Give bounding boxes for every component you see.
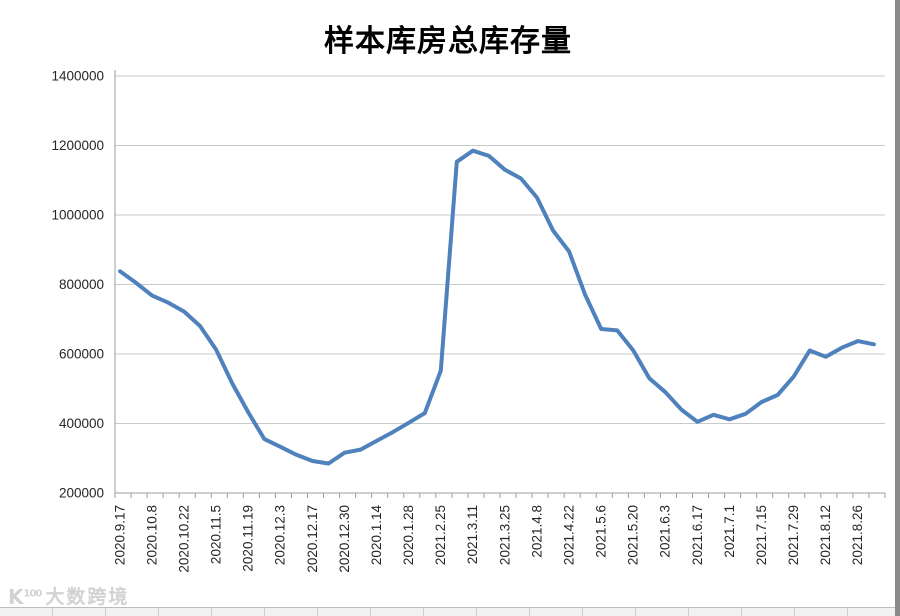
x-tick-label: 2021.4.8 — [529, 505, 544, 558]
x-tick-label: 2021.3.11 — [465, 505, 480, 564]
chart-title: 样本库房总库存量 — [324, 25, 572, 58]
x-tick-label: 2021.5.20 — [626, 505, 641, 565]
x-tick-label: 2021.5.6 — [594, 505, 609, 558]
y-tick-label: 200000 — [59, 486, 104, 501]
x-tick-label: 2020.10.8 — [144, 505, 159, 565]
x-tick-label: 2021.4.22 — [561, 505, 576, 565]
y-tick-label: 1400000 — [51, 69, 104, 84]
x-tick-label: 2021.2.25 — [433, 505, 448, 565]
x-axis-labels: 2020.9.17 2020.10.8 2020.10.22 2020.11.5 202… — [112, 505, 865, 573]
spreadsheet-row-strip — [0, 607, 900, 616]
x-tick-label: 2021.7.15 — [754, 505, 769, 565]
x-tick-label: 2021.8.12 — [818, 505, 833, 565]
y-tick-label: 1000000 — [51, 208, 104, 223]
x-tick-label: 2020.9.17 — [112, 505, 127, 565]
x-tick-label: 2020.12.3 — [273, 505, 288, 565]
x-tick-label: 2021.7.29 — [786, 505, 801, 565]
series-line — [118, 148, 876, 466]
x-tick-label: 2020.12.30 — [337, 505, 352, 573]
x-tick-label: 2020.12.17 — [305, 505, 320, 573]
x-tick-label: 2020.11.5 — [209, 505, 224, 564]
x-tick-label: 2021.6.17 — [690, 505, 705, 565]
watermark: K100 大数跨境 — [8, 584, 129, 610]
x-ticks — [114, 493, 886, 498]
watermark-logo-icon: K100 — [8, 585, 42, 609]
x-tick-label: 2021.6.3 — [658, 505, 673, 558]
watermark-text: 大数跨境 — [45, 586, 130, 608]
x-tick-label: 2021.7.1 — [722, 505, 737, 558]
y-axis-labels: 200000 400000 600000 800000 1000000 1200000 14… — [51, 69, 104, 501]
y-tick-label: 1200000 — [51, 138, 104, 153]
x-tick-label: 2020.10.22 — [176, 505, 191, 573]
x-tick-label: 2020.11.19 — [241, 505, 256, 572]
x-tick-label: 2020.1.14 — [369, 505, 384, 566]
x-tick-label: 2020.1.28 — [401, 505, 416, 565]
x-tick-label: 2021.8.26 — [850, 505, 865, 565]
y-tick-label: 400000 — [59, 416, 104, 431]
gridlines — [115, 75, 885, 424]
y-tick-label: 800000 — [59, 277, 104, 292]
y-tick-label: 600000 — [59, 347, 104, 362]
x-tick-label: 2021.3.25 — [497, 505, 512, 565]
window-edge — [895, 0, 900, 616]
